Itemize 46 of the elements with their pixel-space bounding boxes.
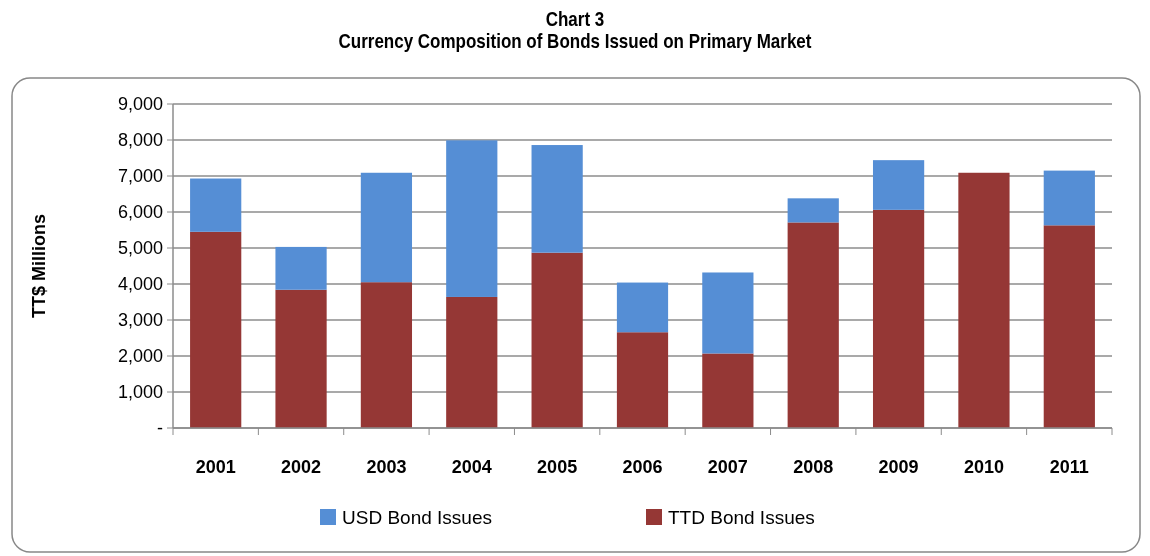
- bar: [190, 231, 242, 428]
- chart-title: Chart 3 Currency Composition of Bonds Issued on Primary Market: [338, 7, 812, 53]
- bar: [275, 246, 327, 290]
- y-tick-label: 3,000: [117, 310, 163, 331]
- y-tick-label: -: [157, 418, 163, 439]
- legend-label: USD Bond Issues: [342, 506, 492, 528]
- y-tick-label: 1,000: [117, 382, 163, 403]
- x-tick-label: 2006: [622, 457, 663, 477]
- y-tick-label: 5,000: [117, 238, 163, 259]
- y-axis-title: TT$ Millions: [29, 213, 49, 319]
- legend-label: TTD Bond Issues: [668, 506, 815, 528]
- bar: [1043, 170, 1095, 226]
- bar: [616, 282, 669, 333]
- x-tick-label: 2005: [537, 457, 578, 477]
- bar: [787, 198, 839, 223]
- bar: [872, 160, 925, 210]
- x-tick-label: 2010: [963, 457, 1004, 477]
- x-tick-label: 2001: [195, 457, 236, 477]
- bar: [787, 222, 839, 428]
- bar: [531, 252, 583, 428]
- bar: [190, 178, 242, 232]
- y-tick-label: 8,000: [117, 130, 163, 151]
- x-tick-label: 2002: [281, 457, 322, 477]
- y-tick-label: 2,000: [117, 346, 163, 367]
- bar: [360, 282, 413, 428]
- x-tick-label: 2007: [707, 457, 748, 477]
- x-tick-label: 2004: [451, 457, 492, 477]
- y-tick-label: 9,000: [117, 94, 163, 115]
- bar: [872, 209, 925, 428]
- bar: [360, 172, 413, 283]
- y-tick-label: 7,000: [117, 166, 163, 187]
- y-tick-label: 6,000: [117, 202, 163, 223]
- x-tick-label: 2011: [1049, 457, 1089, 477]
- bar: [702, 272, 754, 354]
- bar: [616, 332, 669, 428]
- y-tick-label: 4,000: [117, 274, 163, 295]
- x-tick-label: 2003: [366, 457, 407, 477]
- x-tick-label: 2009: [878, 457, 919, 477]
- bar: [531, 145, 583, 253]
- bar: [446, 296, 498, 428]
- bar: [958, 172, 1010, 428]
- x-tick-label: 2008: [793, 457, 834, 477]
- bar: [1043, 225, 1095, 428]
- bar: [275, 289, 327, 428]
- bar: [702, 353, 754, 428]
- bar: [446, 140, 498, 297]
